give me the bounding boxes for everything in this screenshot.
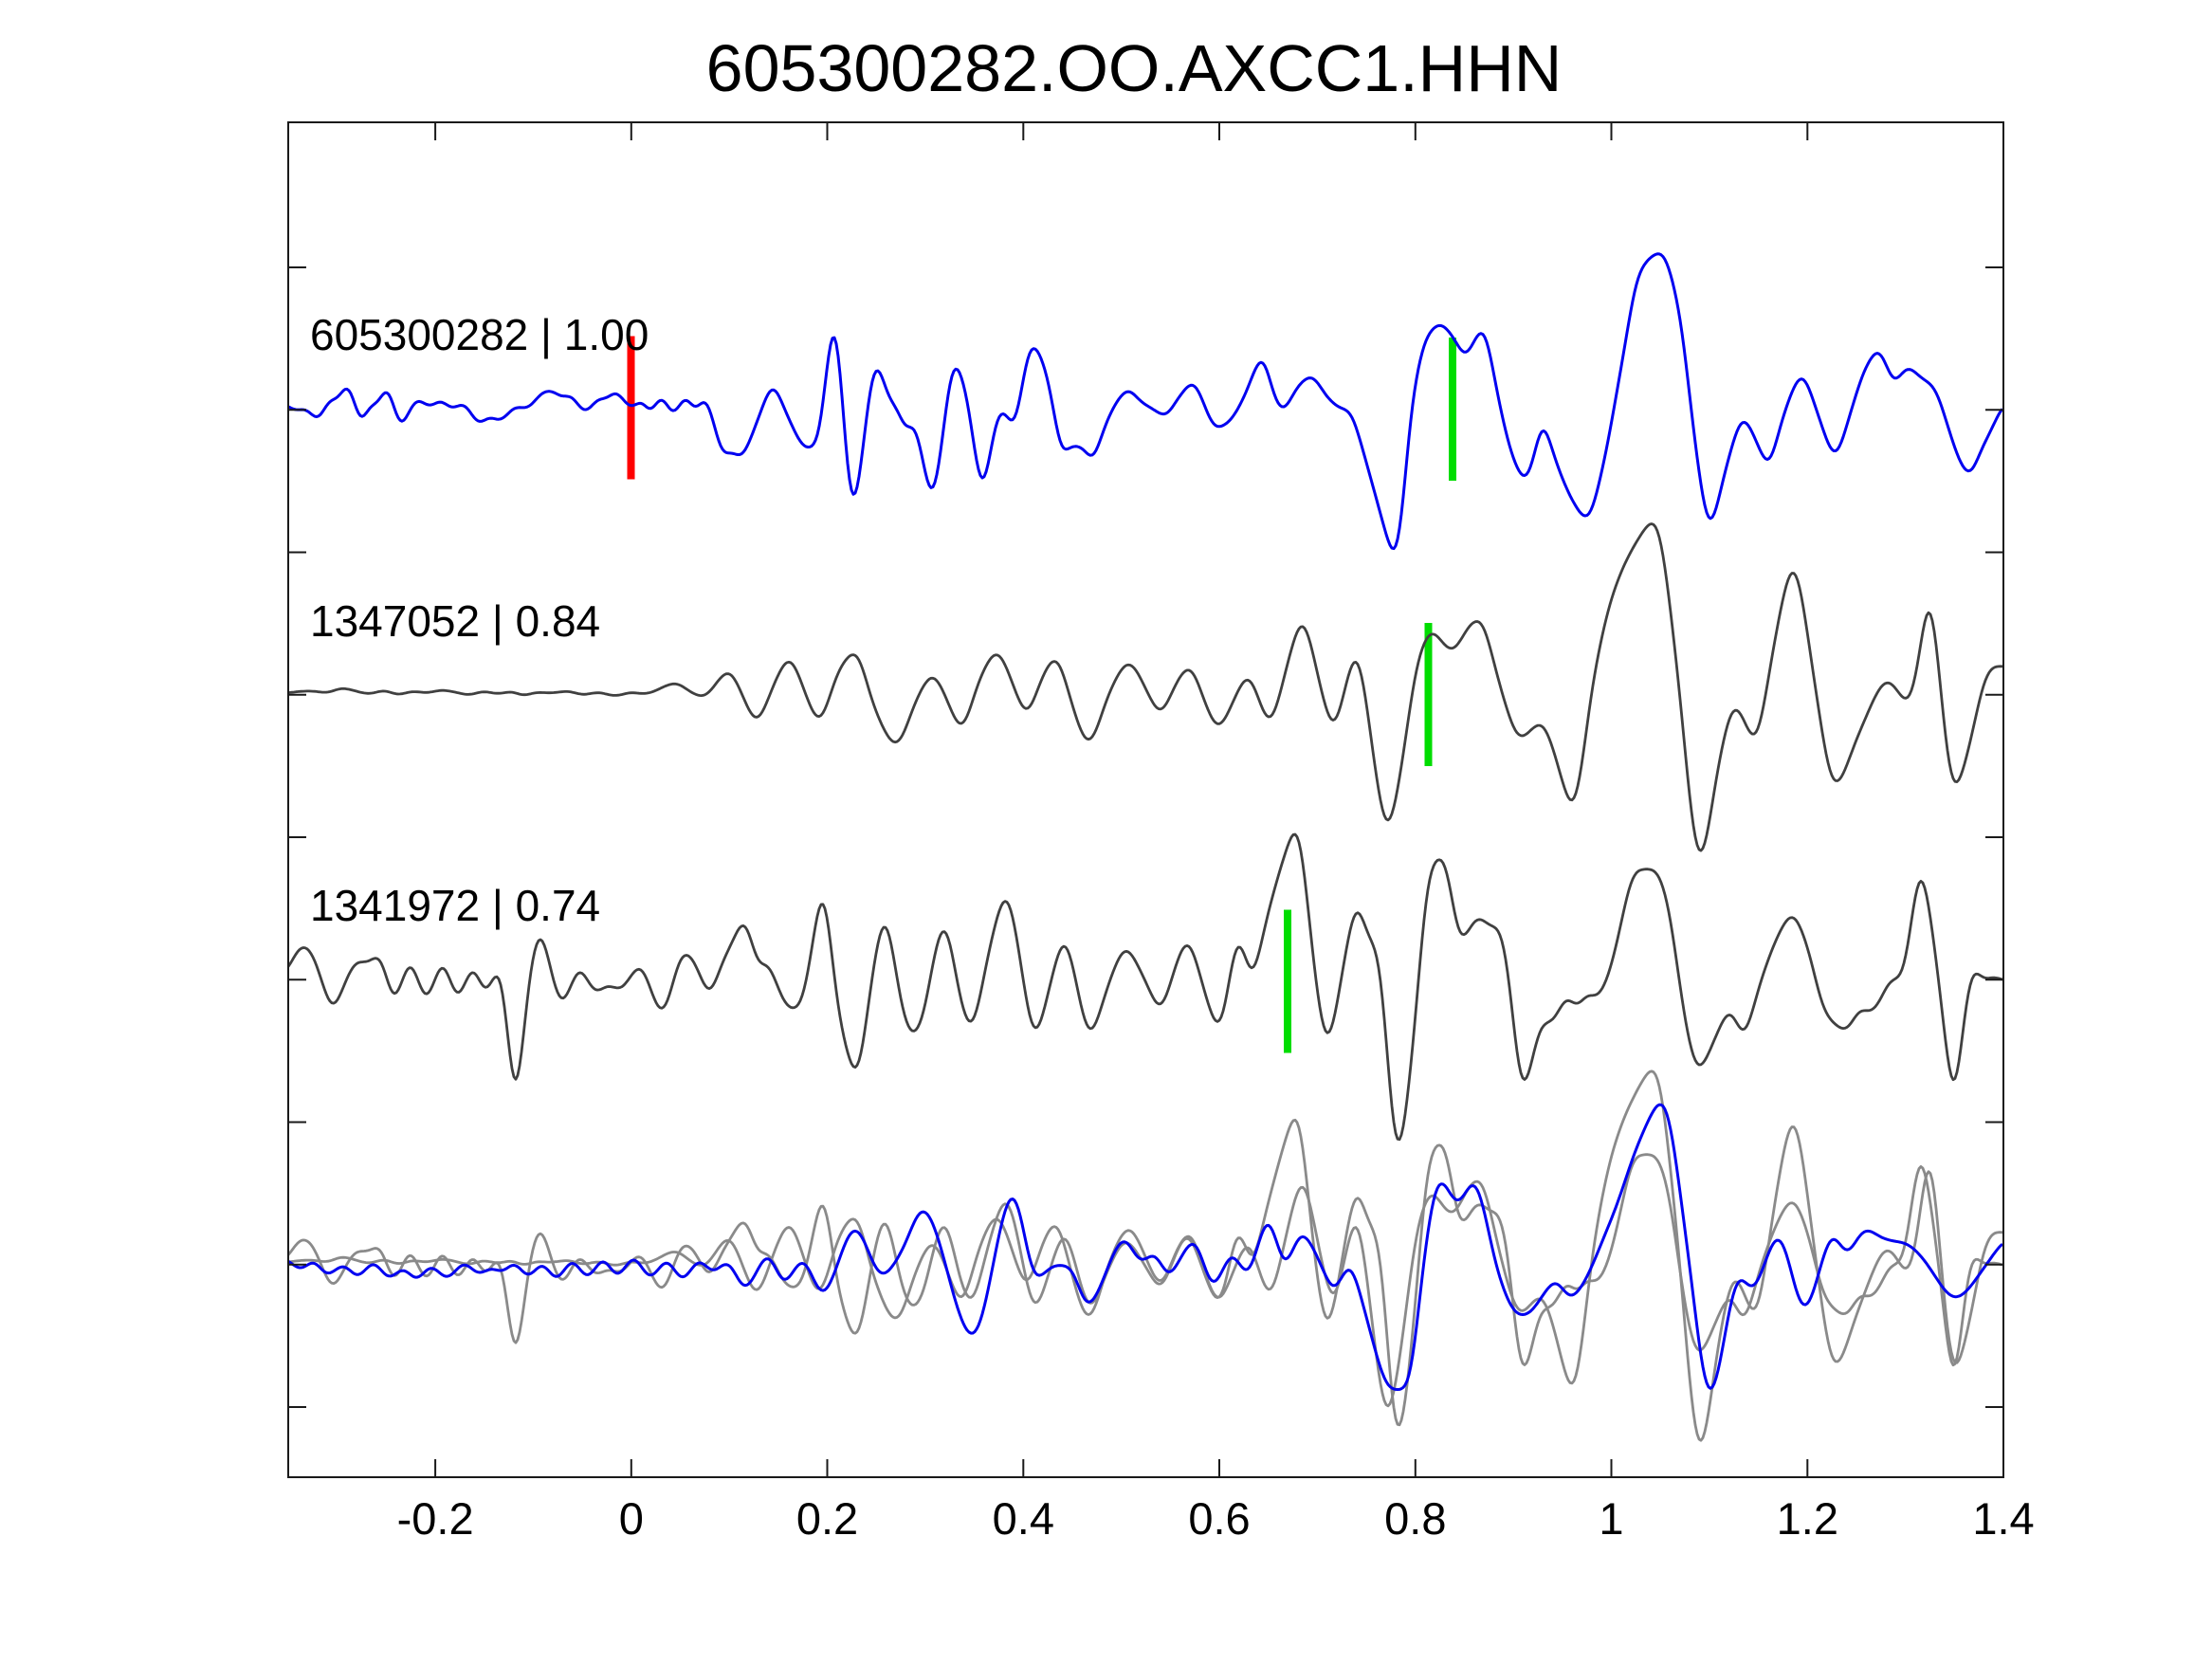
svg-text:1.4: 1.4 <box>1972 1493 2034 1544</box>
svg-text:1: 1 <box>1599 1493 1623 1544</box>
svg-text:605300282 | 1.00: 605300282 | 1.00 <box>310 310 649 359</box>
svg-text:605300282.OO.AXCC1.HHN: 605300282.OO.AXCC1.HHN <box>706 31 1563 105</box>
svg-text:1341972 | 0.74: 1341972 | 0.74 <box>310 881 600 930</box>
svg-text:0: 0 <box>619 1493 644 1544</box>
svg-text:0.8: 0.8 <box>1384 1493 1446 1544</box>
svg-text:-0.2: -0.2 <box>397 1493 474 1544</box>
svg-text:1347052 | 0.84: 1347052 | 0.84 <box>310 596 600 646</box>
svg-text:1.2: 1.2 <box>1777 1493 1838 1544</box>
svg-text:0.4: 0.4 <box>993 1493 1054 1544</box>
svg-text:0.2: 0.2 <box>796 1493 858 1544</box>
svg-text:0.6: 0.6 <box>1188 1493 1250 1544</box>
